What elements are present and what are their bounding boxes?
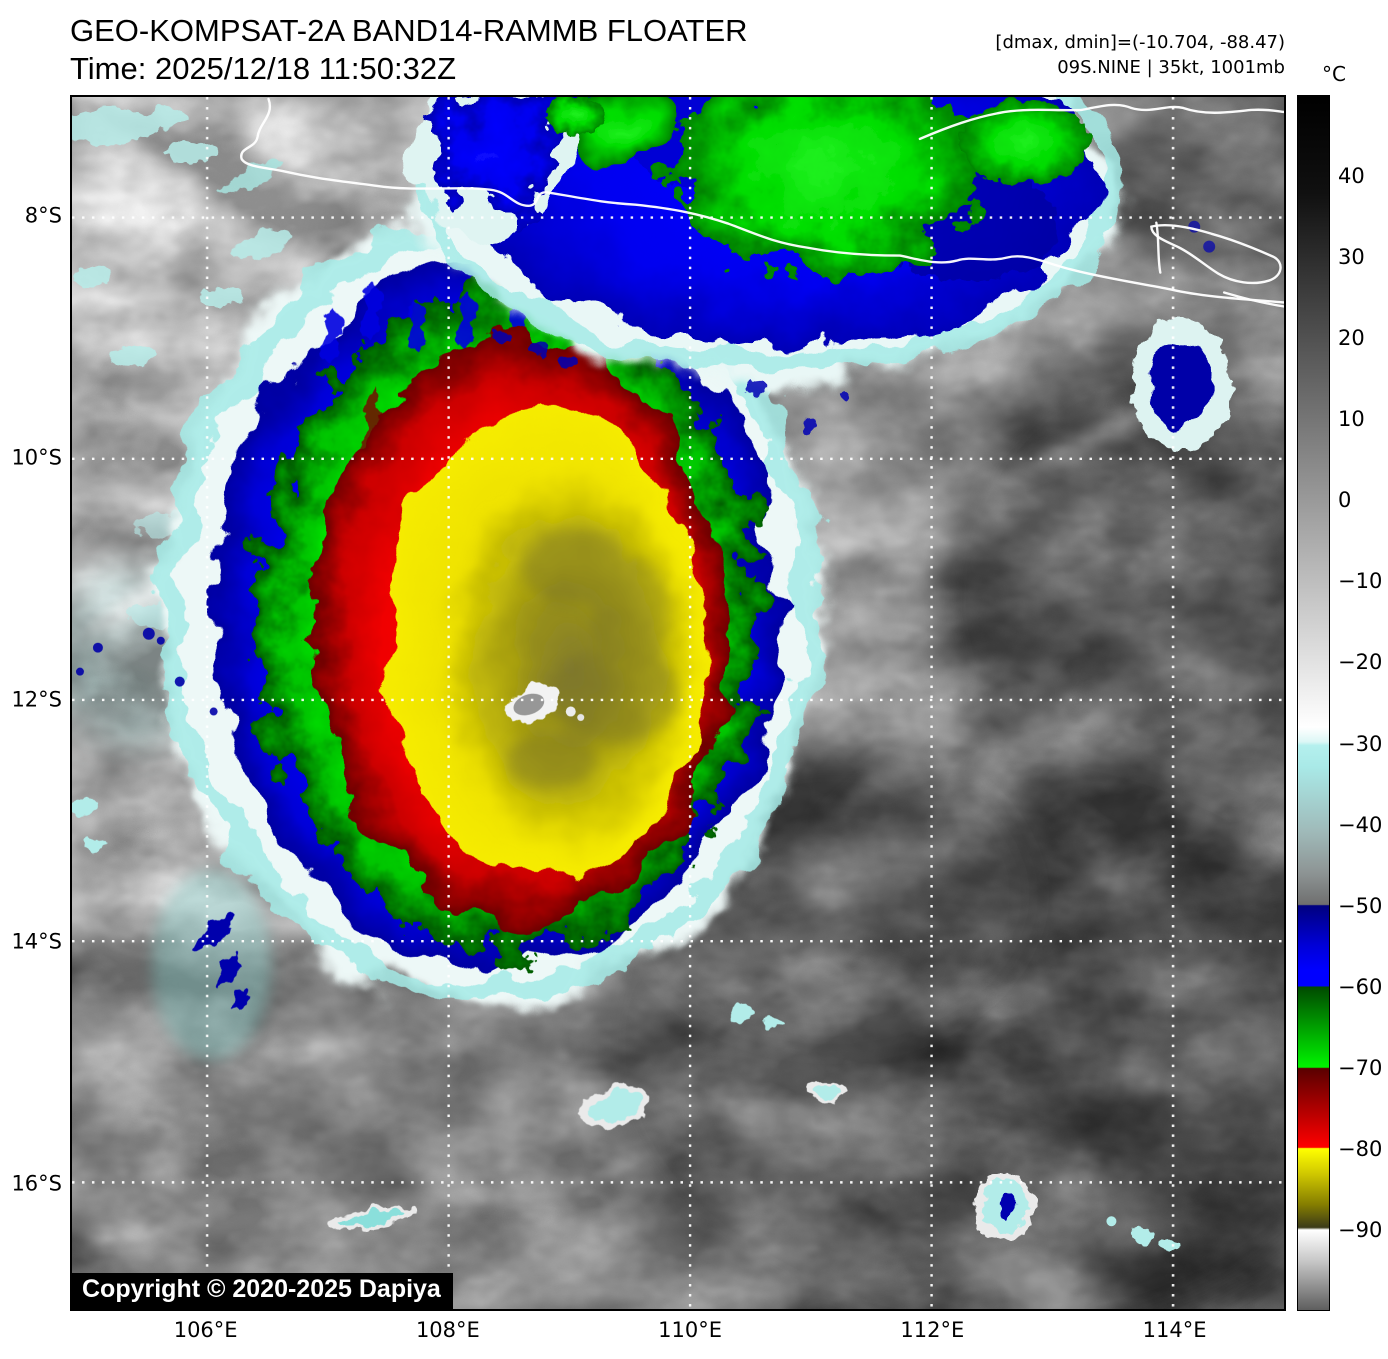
west-navy-dots [75,627,218,716]
cyclone [158,219,824,1002]
west-green-dot [545,97,606,135]
coastlines [240,97,1284,308]
colorbar-tick-label: −30 [1338,731,1383,756]
north-convective-mass [407,97,1123,432]
java-north-coastline [918,103,1284,141]
core-dark-smudges [505,527,681,789]
lon-tick-label: 112°E [900,1318,965,1342]
colorbar-tick-label: −10 [1338,569,1383,594]
lat-tick-label: 8°S [24,203,62,228]
island-outline [1150,224,1282,285]
annotation-dmax-dmin: [dmax, dmin]=(-10.704, -88.47) [995,32,1285,53]
satellite-image [72,97,1284,1309]
island-coast-segment [1222,291,1284,308]
annotation-storm-info: 09S.NINE | 35kt, 1001mb [1057,57,1285,78]
southwest-cold-streaks [75,627,272,1060]
lon-tick-label: 114°E [1142,1318,1207,1342]
colorbar-tick-label: 30 [1338,245,1365,270]
lat-tick-label: 16°S [11,1171,62,1196]
lat-tick-label: 12°S [11,687,62,712]
scattered-cold-cells [72,798,1178,1253]
colorbar-tick-label: −60 [1338,974,1383,999]
colorbar-tick-label: −40 [1338,812,1383,837]
gap-navy-flecks [491,329,852,432]
north-mass-green-east [960,99,1089,184]
island-sliver [1155,221,1162,274]
colorbar-unit-label: °C [1322,62,1346,86]
west-blue-patch [437,97,561,215]
colorbar-tick-label: −70 [1338,1055,1383,1080]
colorbar-tick-label: −90 [1338,1217,1383,1242]
cyclone-eye [505,684,585,723]
colorbar-tick-label: 10 [1338,407,1365,432]
java-south-coastline [240,97,1284,304]
colorbar-tick-label: 40 [1338,164,1365,189]
lon-tick-label: 106°E [173,1318,238,1342]
colorbar-tick-label: 20 [1338,326,1365,351]
annotation-block: [dmax, dmin]=(-10.704, -88.47) 09S.NINE … [995,30,1285,80]
colorbar-tick-label: −20 [1338,650,1383,675]
lat-tick-label: 10°S [11,445,62,470]
lon-tick-label: 110°E [658,1318,723,1342]
colorbar-gradient [1298,96,1329,1310]
satellite-map: Copyright © 2020-2025 Dapiya [70,95,1286,1311]
figure-title: GEO-KOMPSAT-2A BAND14-RAMMB FLOATER [70,13,748,48]
colorbar [1297,95,1330,1311]
colorbar-tick-label: −50 [1338,893,1383,918]
colorbar-tick-label: −80 [1338,1136,1383,1161]
lon-tick-label: 108°E [415,1318,480,1342]
colorbar-tick-label: 0 [1338,488,1352,513]
grid-layer [72,97,1284,1309]
title-block: GEO-KOMPSAT-2A BAND14-RAMMB FLOATER Time… [70,12,748,88]
east-navy-cell [1131,220,1232,451]
figure-time: Time: 2025/12/18 11:50:32Z [70,51,457,86]
lat-tick-label: 14°S [11,929,62,954]
copyright-badge: Copyright © 2020-2025 Dapiya [72,1273,453,1309]
